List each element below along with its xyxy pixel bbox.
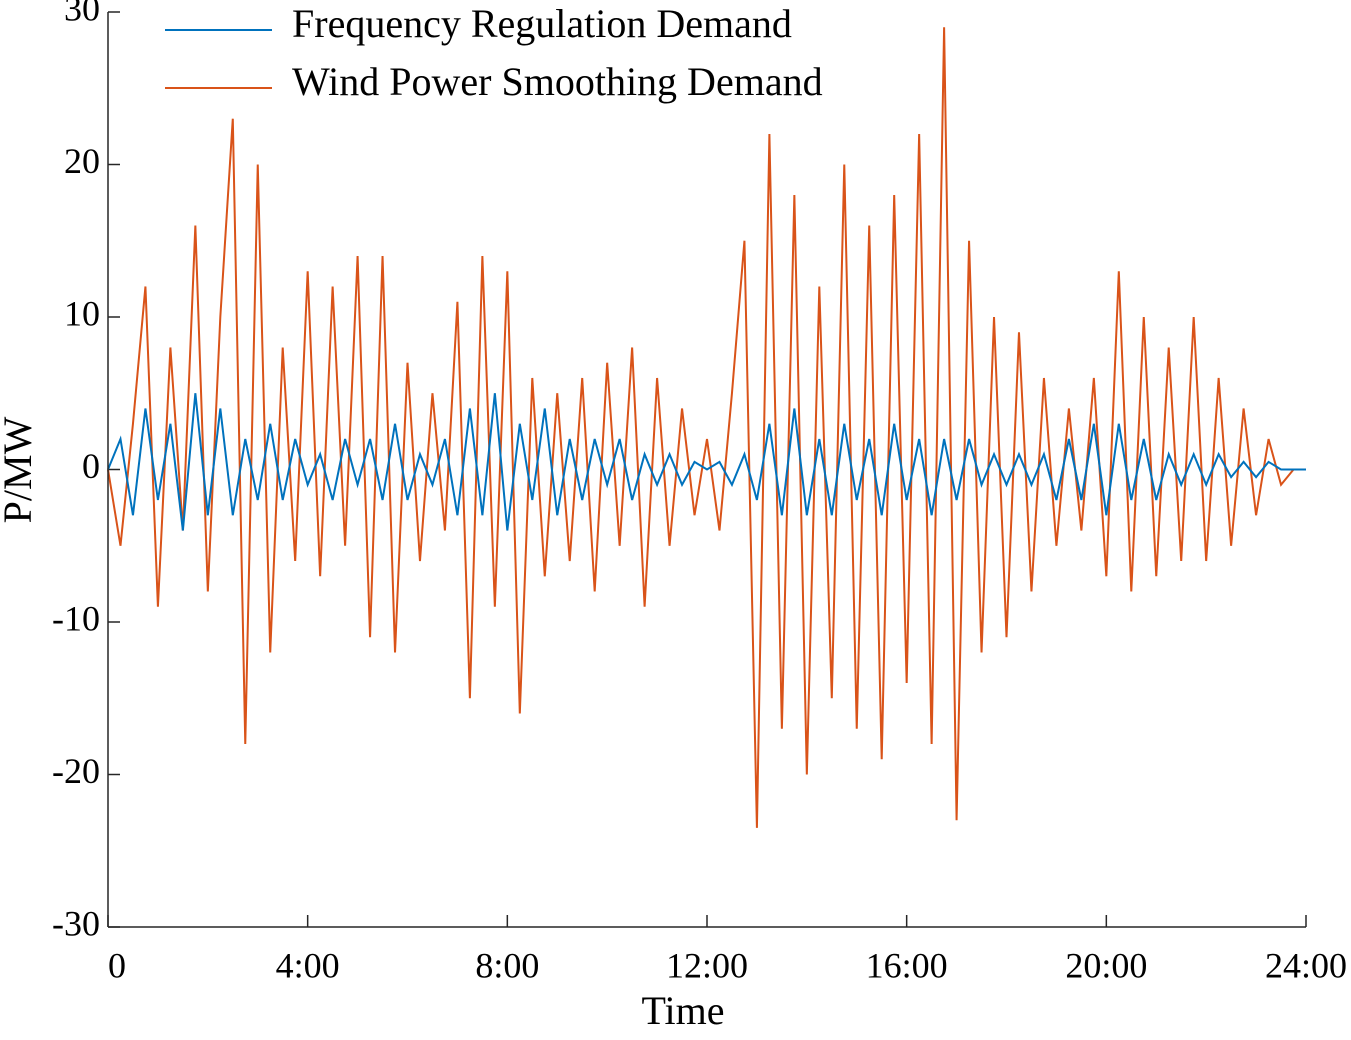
x-tick-label: 16:00 xyxy=(866,945,948,985)
x-tick-label: 24:00 xyxy=(1265,945,1347,985)
legend-label: Frequency Regulation Demand xyxy=(292,1,792,46)
y-axis-label: P/MW xyxy=(0,416,40,523)
legend-label: Wind Power Smoothing Demand xyxy=(292,59,823,104)
series-line xyxy=(107,27,1306,828)
y-tick-label: -20 xyxy=(52,751,100,791)
x-tick-label: 4:00 xyxy=(276,945,340,985)
y-tick-label: 30 xyxy=(64,0,100,28)
x-tick-label: 8:00 xyxy=(475,945,539,985)
y-tick-label: 10 xyxy=(64,293,100,333)
x-tick-label: 12:00 xyxy=(666,945,748,985)
y-tick-label: -10 xyxy=(52,598,100,638)
y-tick-label: 20 xyxy=(64,141,100,181)
x-tick-label: 0 xyxy=(108,945,126,985)
y-tick-label: -30 xyxy=(52,903,100,943)
y-tick-label: 0 xyxy=(82,446,100,486)
series-line xyxy=(107,393,1306,531)
x-axis-label: Time xyxy=(641,988,724,1033)
x-tick-label: 20:00 xyxy=(1065,945,1147,985)
